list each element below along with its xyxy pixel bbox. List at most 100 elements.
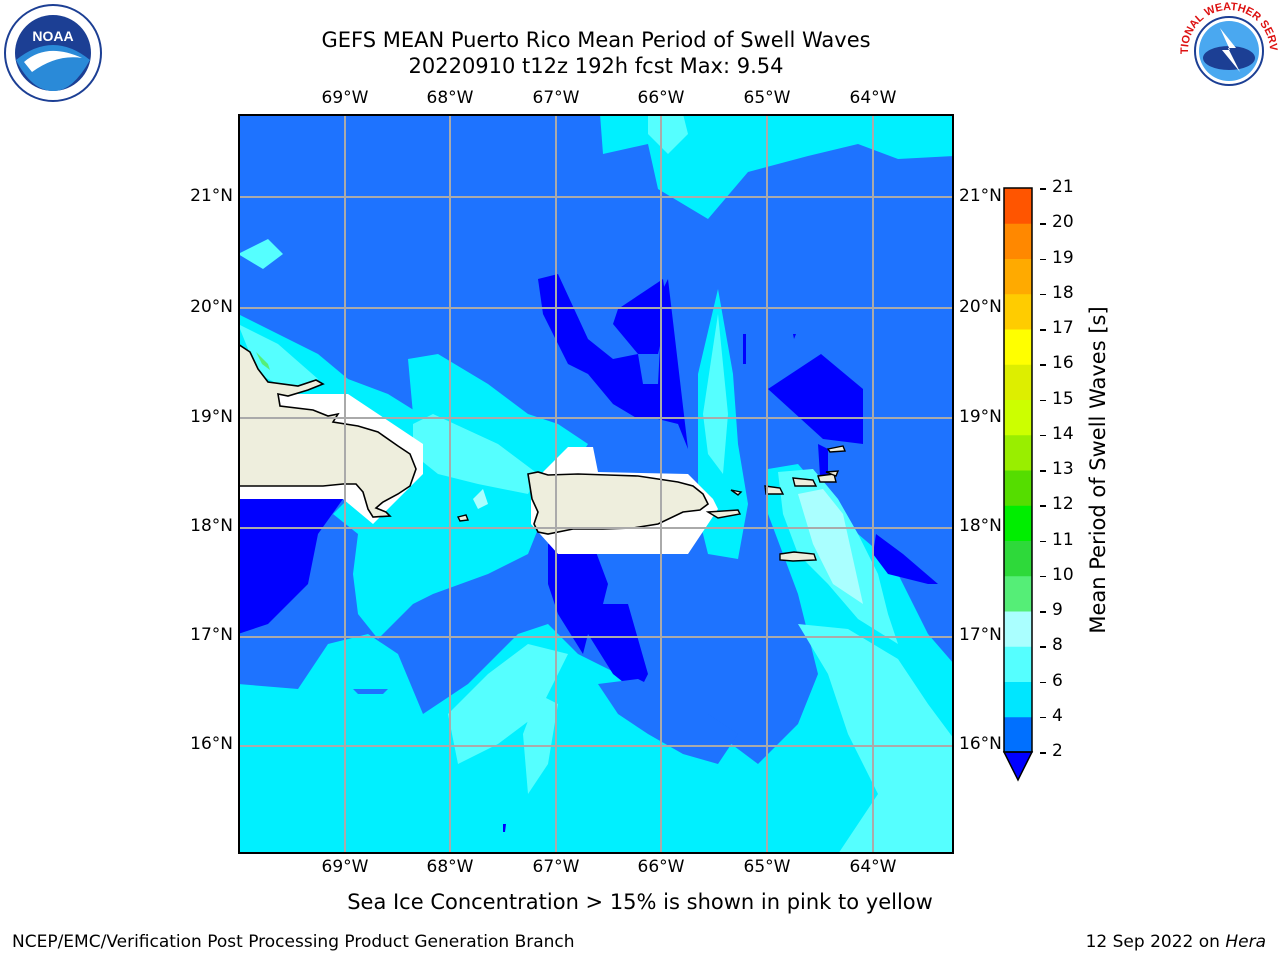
contour-blue xyxy=(768,354,863,444)
contour-light-cyan xyxy=(523,694,558,794)
contour-blue xyxy=(613,279,668,354)
colorbar-segment xyxy=(1004,434,1032,471)
contour-cyan xyxy=(600,114,954,219)
lat-label-right: 21°N xyxy=(959,186,1002,206)
colorbar-segment xyxy=(1004,505,1032,541)
land-islet xyxy=(825,470,840,477)
contour-cyan xyxy=(333,354,588,639)
colorbar-tick-label: 16 xyxy=(1052,353,1074,374)
colorbar-tick-label: 10 xyxy=(1052,564,1074,585)
contour-blue xyxy=(538,274,688,449)
colorbar-tick-label: 12 xyxy=(1052,494,1074,515)
colorbar-segment xyxy=(1004,329,1032,365)
colorbar-tick-mark xyxy=(1040,188,1046,190)
lon-label-bottom: 68°W xyxy=(426,857,474,877)
colorbar-tick-mark xyxy=(1040,540,1046,542)
colorbar-tick-mark xyxy=(1040,329,1046,331)
noaa-logo-text: NOAA xyxy=(32,28,73,44)
colorbar-tick-label: 17 xyxy=(1052,318,1074,338)
colorbar-segment xyxy=(1004,575,1032,612)
colorbar-tick-label: 11 xyxy=(1052,529,1074,550)
colorbar-segment xyxy=(1004,364,1032,400)
footer-host: Hera xyxy=(1225,932,1266,952)
lat-label-left: 20°N xyxy=(190,297,233,317)
lon-label-bottom: 64°W xyxy=(849,857,897,877)
colorbar-frame xyxy=(1003,187,1033,753)
colorbar-segment xyxy=(1004,188,1032,224)
colorbar-tick-label: 4 xyxy=(1052,705,1063,726)
colorbar-tick-label: 21 xyxy=(1052,177,1074,197)
lat-label-left: 16°N xyxy=(190,734,233,754)
colorbar-tick-mark xyxy=(1040,364,1046,366)
footer-date-text: 12 Sep 2022 on xyxy=(1085,932,1226,952)
land-anguilla xyxy=(826,445,847,453)
colorbar-tick-mark xyxy=(1040,646,1046,648)
chart-title: GEFS MEAN Puerto Rico Mean Period of Swe… xyxy=(321,28,871,52)
colorbar-tick-mark xyxy=(1040,681,1046,683)
lat-label-left: 19°N xyxy=(190,407,233,427)
lon-label-bottom: 67°W xyxy=(532,857,580,877)
lon-label-top: 67°W xyxy=(532,88,580,108)
colorbar-tick-label: 6 xyxy=(1052,670,1063,691)
colorbar-tick-label: 2 xyxy=(1052,741,1063,761)
contour-pale-cyan xyxy=(473,489,488,509)
lat-label-left: 18°N xyxy=(190,516,233,536)
chart-subtitle: 20220910 t12z 192h fcst Max: 9.54 xyxy=(408,54,784,78)
footer-date: 12 Sep 2022 on Hera xyxy=(1086,932,1266,952)
lon-label-top: 68°W xyxy=(426,88,474,108)
lon-label-bottom: 65°W xyxy=(743,857,791,877)
contour-blue xyxy=(503,824,506,832)
colorbar-segment xyxy=(1004,646,1032,682)
footer-credit: NCEP/EMC/Verification Post Processing Pr… xyxy=(12,932,575,952)
land-navassa-isl xyxy=(456,514,469,522)
colorbar-tick-label: 13 xyxy=(1052,459,1074,479)
colorbar-tick-mark xyxy=(1040,258,1046,260)
colorbar-tick-label: 20 xyxy=(1052,212,1074,233)
lat-label-right: 16°N xyxy=(959,734,1002,754)
lat-label-right: 20°N xyxy=(959,297,1002,317)
contour-light-cyan xyxy=(798,624,954,854)
colorbar-tick-label: 19 xyxy=(1052,247,1074,268)
contour-blue xyxy=(793,334,796,339)
contour-blue xyxy=(598,679,738,764)
colorbar-tick-mark xyxy=(1040,611,1046,613)
contour-blue xyxy=(743,334,746,364)
land-virgin-islands xyxy=(792,477,818,487)
land-hispaniola xyxy=(238,343,417,518)
lat-label-right: 18°N xyxy=(959,516,1002,536)
colorbar-tick-mark xyxy=(1040,434,1046,437)
contour-light-cyan xyxy=(238,324,318,394)
contour-blue xyxy=(238,499,343,634)
colorbar-segment xyxy=(1004,293,1032,330)
colorbar-tick-mark xyxy=(1040,716,1046,719)
colorbar-segment xyxy=(1004,470,1032,506)
colorbar-segment xyxy=(1004,611,1032,647)
contour-blue xyxy=(818,444,828,476)
colorbar xyxy=(1002,187,1034,782)
colorbar-segment xyxy=(1004,540,1032,577)
lon-label-top: 65°W xyxy=(743,88,791,108)
colorbar-tick-label: 15 xyxy=(1052,388,1074,409)
colorbar-tick-mark xyxy=(1040,470,1046,472)
colorbar-tick-mark xyxy=(1040,399,1046,401)
lat-label-right: 19°N xyxy=(959,407,1002,427)
land-virgin-islands xyxy=(764,485,785,495)
lon-label-top: 66°W xyxy=(637,88,685,108)
contour-light-cyan xyxy=(648,114,688,154)
contour-pale-cyan xyxy=(798,489,863,604)
colorbar-tick-mark xyxy=(1040,293,1046,296)
contour-light-cyan xyxy=(703,314,728,474)
contour-blue xyxy=(548,544,648,694)
colorbar-tick-mark xyxy=(1040,752,1046,754)
colorbar-segment xyxy=(1004,716,1032,753)
lat-label-left: 21°N xyxy=(190,186,233,206)
colorbar-tick-mark xyxy=(1040,223,1046,225)
colorbar-segment xyxy=(1004,258,1032,295)
colorbar-segment xyxy=(1004,223,1032,259)
contour-green xyxy=(256,352,270,370)
land-islet xyxy=(730,489,743,496)
colorbar-segment xyxy=(1004,399,1032,436)
colorbar-tick-label: 8 xyxy=(1052,635,1063,656)
contour-light-cyan xyxy=(448,644,568,764)
contour-cyan xyxy=(238,464,954,854)
